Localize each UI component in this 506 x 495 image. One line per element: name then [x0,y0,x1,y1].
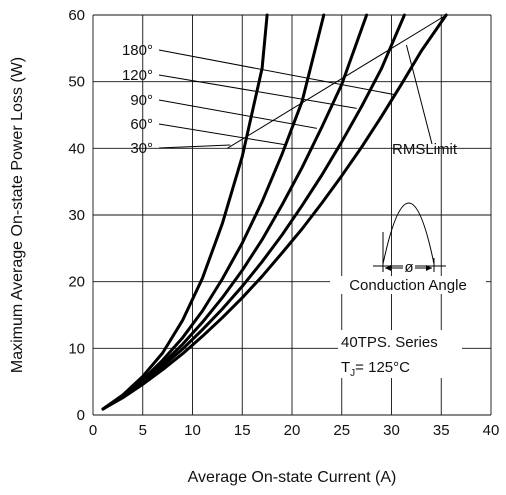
series-name-label: 40TPS. Series [341,334,438,351]
y-tick-label: 0 [77,407,85,424]
series-line-30deg [101,13,269,411]
junction-temp-label: TJ= 125°C [341,359,410,379]
leader-line [158,99,317,129]
leader-line [158,74,357,109]
series-curves [101,13,448,411]
leader-line [158,123,288,146]
y-tick-label: 20 [68,274,85,291]
x-tick-label: 20 [284,422,301,439]
y-tick-label: 30 [68,207,85,224]
leader-lines [158,44,433,149]
x-tick-label: 40 [483,422,500,439]
x-tick-label: 30 [383,422,400,439]
rms-limit-label: RMSLimit [392,141,458,158]
rms-leader-line [405,44,433,145]
x-tick-label: 35 [433,422,450,439]
angle-labels: 180° 120° 90° 60° 30° [122,42,153,157]
phi-symbol: ø [404,259,413,276]
angle-label: 90° [130,92,153,109]
x-tick-label: 15 [234,422,251,439]
conduction-angle-label: Conduction Angle [349,277,467,294]
series-line-180deg [101,13,448,411]
series-line-120deg [101,13,406,411]
angle-label: 180° [122,42,153,59]
conduction-angle-inset: ø Conduction Angle [330,202,486,294]
leader-line [158,144,231,149]
y-tick-label: 10 [68,340,85,357]
x-tick-label: 25 [333,422,350,439]
x-tick-label: 0 [89,422,97,439]
x-axis-title: Average On-state Current (A) [188,469,397,486]
x-tick-label: 10 [184,422,201,439]
angle-label: 30° [130,140,153,157]
leader-line [158,49,397,96]
x-tick-label: 5 [139,422,147,439]
y-tick-label: 50 [68,74,85,91]
y-axis-title: Maximum Average On-state Power Loss (W) [9,57,26,373]
y-tick-label: 60 [68,7,85,24]
rms-limit-line [227,14,447,149]
angle-label: 120° [122,67,153,84]
angle-label: 60° [130,116,153,133]
tick-labels: 0 5 10 15 20 25 30 35 40 0 10 20 30 40 50 60 [68,7,499,439]
y-tick-label: 40 [68,140,85,157]
